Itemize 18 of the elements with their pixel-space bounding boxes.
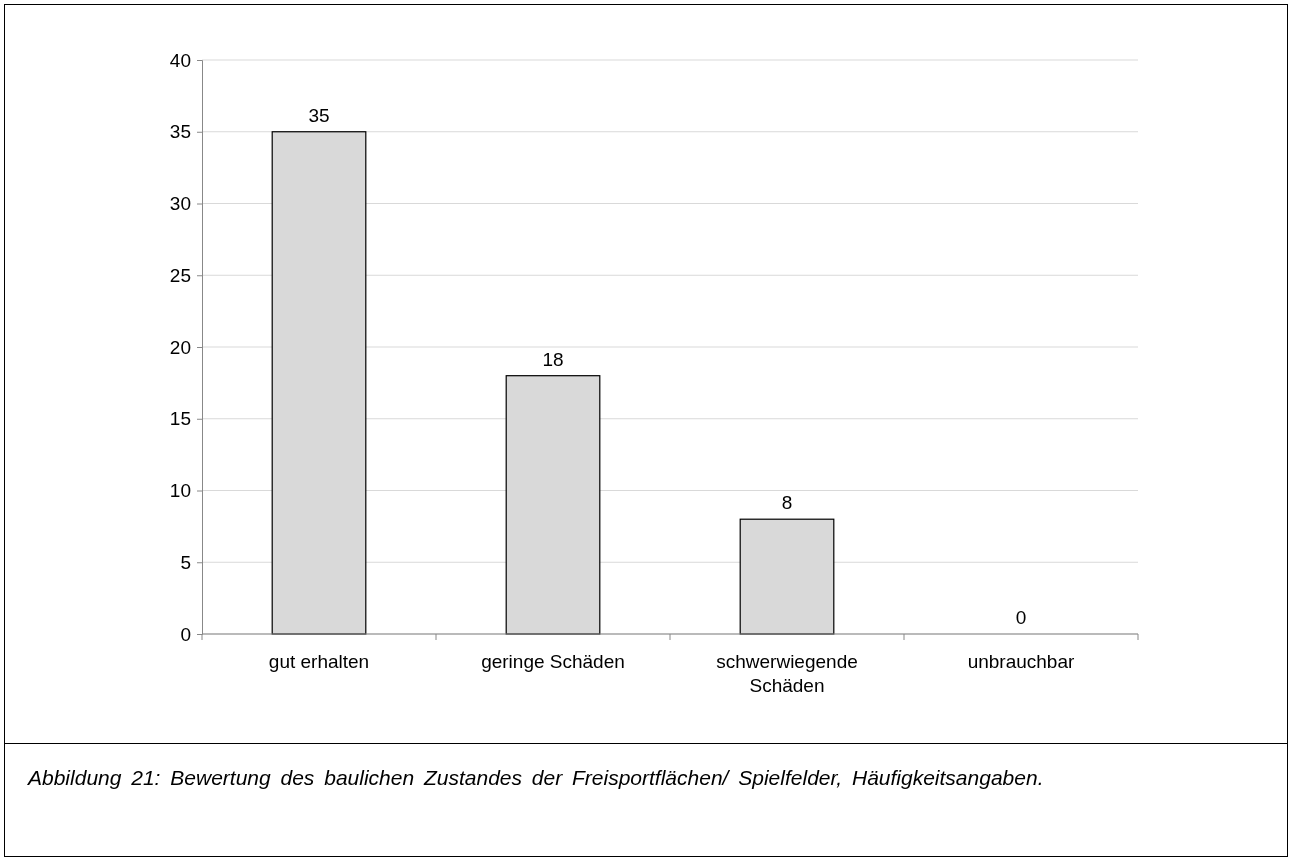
y-tick-label: 15 [169, 408, 191, 430]
data-label: 18 [542, 348, 564, 370]
text: Abbildung 21: Bewertung des baulichen Zustandes der Freisportflächen/ Spielfelder, Häufigkeitsangaben. [28, 765, 1045, 791]
x-tick-label: geringe Schäden [481, 651, 625, 672]
data-label: 0 [1015, 607, 1027, 628]
y-tick-label: 25 [169, 264, 191, 286]
y-tick-label: 35 [169, 121, 191, 143]
y-tick-label: 20 [169, 336, 191, 358]
y-tick-label: 30 [169, 193, 191, 215]
x-tick-label: schwerwiegende Schäden [716, 651, 858, 696]
x-tick-label: unbrauchbar [967, 651, 1076, 672]
y-tick-label: 0 [180, 623, 191, 645]
y-tick-label: 5 [180, 551, 191, 573]
y-tick-label: 10 [169, 480, 191, 502]
data-label: 35 [308, 104, 330, 126]
y-tick-label: 40 [169, 49, 191, 71]
data-label: 8 [781, 492, 793, 514]
x-tick-label: gut erhalten [268, 651, 370, 672]
